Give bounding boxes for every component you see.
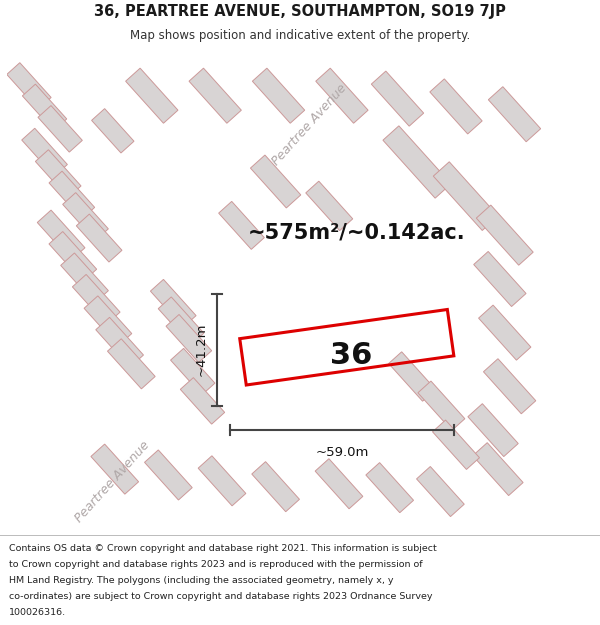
- Polygon shape: [379, 226, 600, 606]
- Polygon shape: [316, 68, 368, 123]
- Polygon shape: [84, 296, 132, 346]
- Polygon shape: [0, 0, 371, 612]
- Text: HM Land Registry. The polygons (including the associated geometry, namely x, y: HM Land Registry. The polygons (includin…: [9, 576, 394, 585]
- Polygon shape: [73, 274, 120, 324]
- Text: 36: 36: [331, 341, 373, 369]
- Polygon shape: [49, 171, 95, 219]
- Polygon shape: [418, 381, 465, 431]
- Polygon shape: [198, 456, 246, 506]
- Polygon shape: [158, 297, 204, 345]
- Polygon shape: [145, 450, 192, 500]
- Polygon shape: [125, 68, 178, 123]
- Polygon shape: [49, 231, 97, 282]
- Polygon shape: [218, 201, 265, 249]
- Text: Map shows position and indicative extent of the property.: Map shows position and indicative extent…: [130, 29, 470, 42]
- Polygon shape: [38, 106, 82, 152]
- Polygon shape: [37, 210, 85, 260]
- Polygon shape: [151, 279, 196, 328]
- Polygon shape: [433, 420, 479, 469]
- Polygon shape: [35, 150, 81, 198]
- Polygon shape: [181, 378, 224, 424]
- Polygon shape: [433, 162, 498, 231]
- Polygon shape: [430, 79, 482, 134]
- Polygon shape: [416, 466, 464, 517]
- Polygon shape: [189, 68, 241, 123]
- Polygon shape: [22, 84, 67, 131]
- Text: 100026316.: 100026316.: [9, 608, 66, 618]
- Text: ~41.2m: ~41.2m: [194, 323, 208, 376]
- Polygon shape: [62, 192, 109, 241]
- Polygon shape: [107, 339, 155, 389]
- Polygon shape: [253, 68, 305, 123]
- Polygon shape: [22, 128, 67, 176]
- Text: Contains OS data © Crown copyright and database right 2021. This information is : Contains OS data © Crown copyright and d…: [9, 544, 437, 552]
- Polygon shape: [468, 404, 518, 457]
- Polygon shape: [306, 181, 353, 231]
- Polygon shape: [484, 359, 536, 414]
- Polygon shape: [389, 352, 436, 401]
- Polygon shape: [92, 109, 134, 153]
- Polygon shape: [488, 87, 541, 142]
- Polygon shape: [76, 214, 122, 262]
- Polygon shape: [371, 71, 424, 126]
- Polygon shape: [166, 314, 212, 362]
- Text: Peartree Avenue: Peartree Avenue: [270, 82, 350, 168]
- Polygon shape: [252, 462, 299, 512]
- Polygon shape: [0, 0, 217, 182]
- Text: ~59.0m: ~59.0m: [315, 446, 368, 459]
- Polygon shape: [96, 318, 143, 368]
- Polygon shape: [476, 205, 533, 265]
- Text: co-ordinates) are subject to Crown copyright and database rights 2023 Ordnance S: co-ordinates) are subject to Crown copyr…: [9, 592, 433, 601]
- Polygon shape: [366, 462, 413, 512]
- Polygon shape: [479, 305, 531, 360]
- Polygon shape: [383, 126, 451, 198]
- Text: 36, PEARTREE AVENUE, SOUTHAMPTON, SO19 7JP: 36, PEARTREE AVENUE, SOUTHAMPTON, SO19 7…: [94, 4, 506, 19]
- Text: Peartree Avenue: Peartree Avenue: [73, 439, 152, 525]
- Polygon shape: [473, 442, 523, 496]
- Polygon shape: [170, 348, 215, 395]
- Text: to Crown copyright and database rights 2023 and is reproduced with the permissio: to Crown copyright and database rights 2…: [9, 560, 422, 569]
- Polygon shape: [61, 253, 109, 303]
- Polygon shape: [7, 62, 51, 109]
- Polygon shape: [91, 444, 139, 494]
- Text: ~575m²/~0.142ac.: ~575m²/~0.142ac.: [248, 222, 466, 243]
- Polygon shape: [315, 459, 363, 509]
- Polygon shape: [474, 251, 526, 306]
- Polygon shape: [250, 155, 301, 208]
- Polygon shape: [185, 32, 600, 613]
